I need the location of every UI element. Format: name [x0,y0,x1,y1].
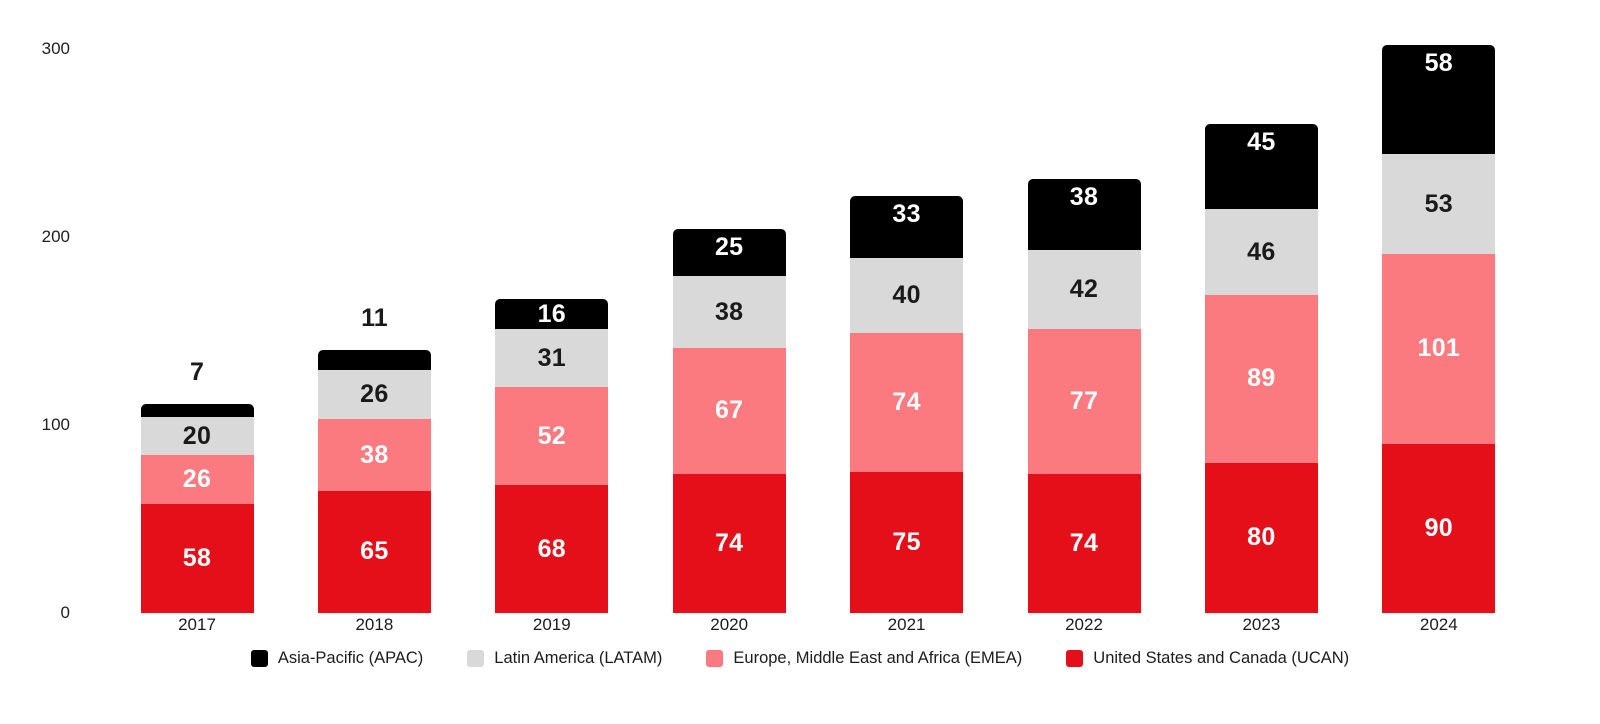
segment-value-label: 46 [1247,237,1276,266]
x-axis-category-label: 2017 [178,615,216,634]
legend-label: United States and Canada (UCAN) [1093,649,1350,667]
segment-value-label: 58 [182,543,212,572]
segment-value-label: 74 [892,387,921,416]
segment-value-label: 90 [1424,513,1453,542]
segment-value-label: 53 [1424,189,1453,218]
y-axis-tick-label: 0 [60,603,70,622]
segment-value-label: 25 [714,233,744,262]
bar-segment-ucan: 90 [1382,443,1496,613]
segment-value-label: 65 [360,537,389,566]
legend-label: Latin America (LATAM) [494,649,663,667]
legend-swatch-icon [250,650,268,667]
bar-segment-emea: 67 [672,347,786,474]
y-axis-tick-label: 200 [41,227,70,246]
segment-value-label: 75 [892,528,921,556]
bar-segment-emea: 52 [495,387,609,486]
segment-value-label: 20 [182,421,212,450]
legend: Asia-Pacific (APAC) Latin America (LATAM)… [0,649,1600,668]
bar-segment-ucan: 80 [1204,462,1318,613]
bar-segment-latam: 42 [1027,250,1141,330]
segment-value-label-outside: 7 [190,358,204,387]
y-axis-tick-label: 100 [41,415,70,434]
segment-value-label: 45 [1247,128,1276,157]
segment-value-label: 33 [892,199,921,228]
legend-label: Europe, Middle East and Africa (EMEA) [733,649,1023,667]
segment-value-label: 101 [1417,334,1461,363]
legend-item: Europe, Middle East and Africa (EMEA) [706,649,1022,668]
x-axis-category-label: 2024 [1419,615,1458,634]
bar-segment-apac: 58 [1382,45,1496,155]
segment-value-label: 89 [1247,364,1276,393]
segment-value-label: 67 [714,396,744,425]
segment-value-label: 31 [537,343,566,372]
bar-segment-apac: 33 [850,195,964,258]
segment-value-label: 80 [1247,523,1276,552]
bar-segment-apac [317,349,431,371]
legend-swatch-icon [1066,650,1084,667]
bar-segment-emea: 26 [140,455,254,504]
bar-segment-latam: 31 [495,329,609,388]
bar-segment-latam: 26 [317,370,431,420]
bar-segment-latam: 38 [672,276,786,348]
bar-segment-apac: 25 [672,229,786,277]
bar-segment-emea: 38 [317,419,431,491]
segment-value-label: 74 [1069,528,1099,557]
bar-segment-emea: 101 [1382,253,1496,444]
bar-segment-ucan: 58 [140,503,254,613]
bar-segment-ucan: 65 [317,490,431,613]
segment-value-label: 26 [360,380,389,409]
x-axis-category-label: 2018 [355,615,394,634]
x-axis-category-label: 2021 [887,615,926,634]
x-axis-category-label: 2022 [1065,615,1103,634]
segment-value-label: 40 [892,280,921,309]
segment-value-label: 38 [360,440,389,469]
legend-swatch-icon [706,650,724,667]
segment-value-label: 77 [1069,386,1099,415]
x-axis-category-label: 2023 [1242,615,1281,634]
bar-segment-ucan: 74 [672,473,786,613]
segment-value-label: 38 [714,297,744,326]
legend-item: Latin America (LATAM) [467,649,662,668]
bar-segment-emea: 77 [1027,329,1141,474]
bar-segment-apac: 16 [495,299,609,330]
bar-segment-apac: 45 [1204,124,1318,209]
segment-value-label: 42 [1069,275,1099,304]
legend-swatch-icon [467,650,485,667]
segment-value-label: 38 [1069,182,1099,211]
bar-segment-latam: 46 [1204,208,1318,296]
bar-segment-latam: 53 [1382,154,1496,254]
x-axis-category-label: 2020 [710,615,749,634]
segment-value-label: 16 [537,299,566,328]
legend-label: Asia-Pacific (APAC) [277,649,424,667]
segment-value-label: 52 [537,421,566,450]
bar-segment-emea: 74 [850,332,964,472]
bar-segment-latam: 20 [140,417,254,456]
bar-segment-latam: 40 [850,257,964,333]
bar-segment-ucan: 68 [495,485,609,613]
x-axis-category-label: 2019 [532,615,571,634]
bar-segment-ucan: 75 [850,472,964,613]
legend-item: United States and Canada (UCAN) [1066,649,1349,668]
segment-value-label-outside: 11 [361,303,388,332]
bar-segment-apac: 38 [1027,178,1141,251]
segment-value-label: 58 [1424,49,1453,78]
y-axis-tick-label: 300 [41,39,70,58]
bar-segment-apac [140,404,254,418]
segment-value-label: 26 [182,465,212,494]
bar-segment-emea: 89 [1204,295,1318,463]
bar-segment-ucan: 74 [1027,473,1141,613]
segment-value-label: 74 [714,528,744,557]
segment-value-label: 68 [537,534,566,563]
legend-item: Asia-Pacific (APAC) [250,649,424,668]
